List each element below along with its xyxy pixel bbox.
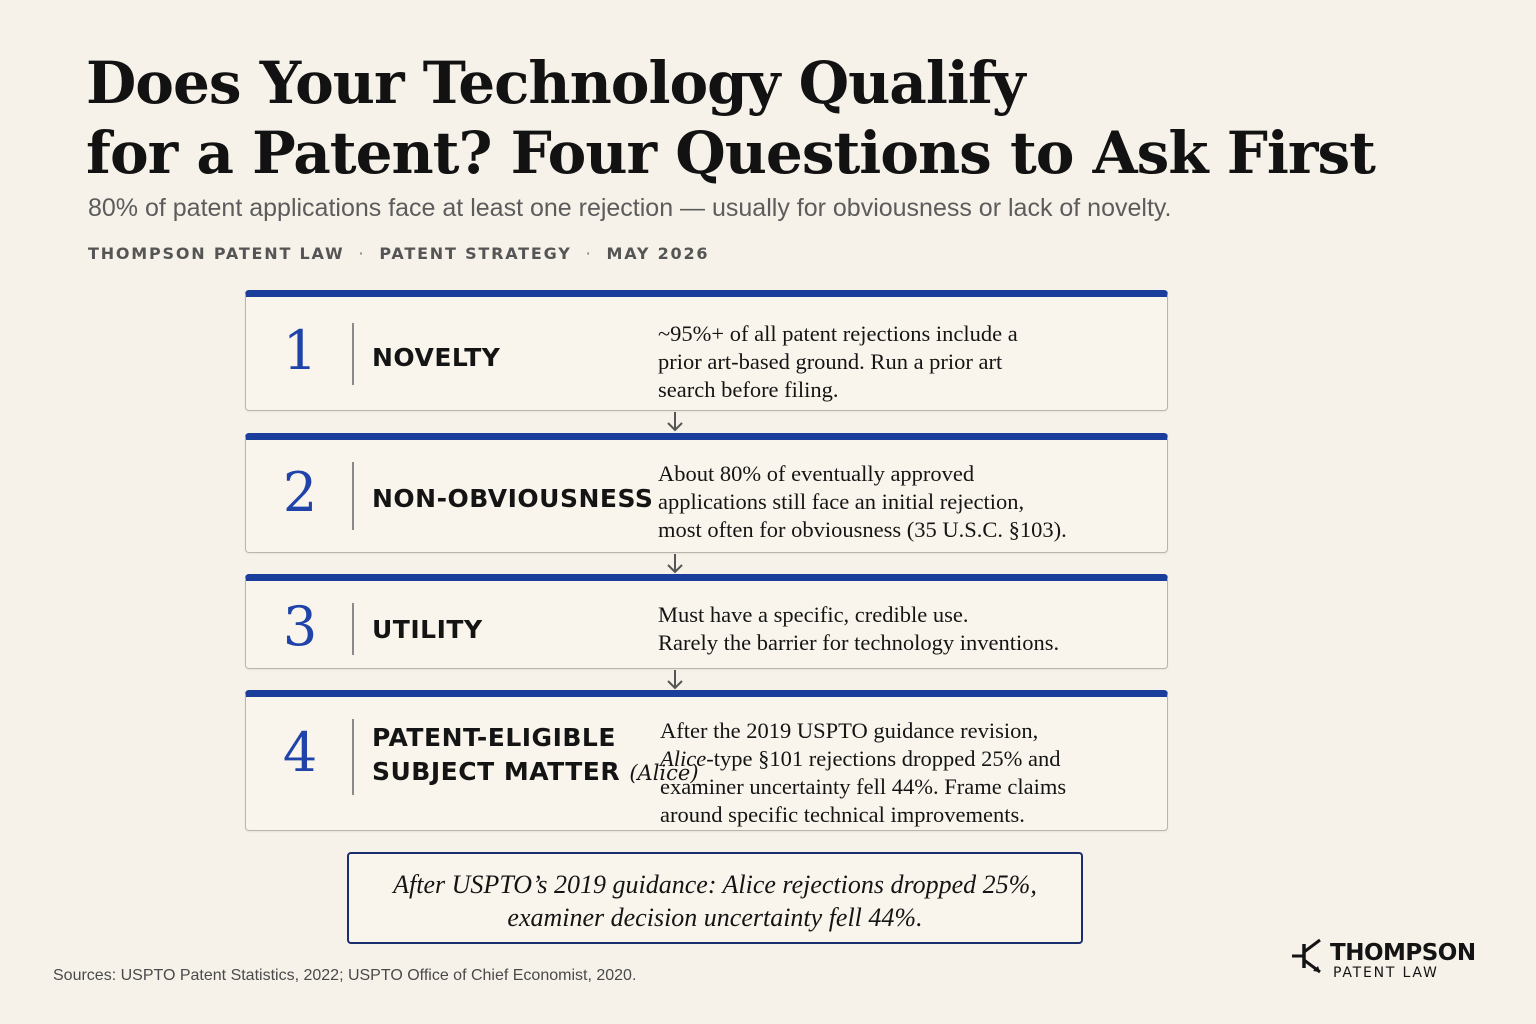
thompson-logo: THOMPSON PATENT LAW [1290,936,1490,992]
desc-line: around specific technical improvements. [660,802,1025,827]
down-arrow-icon [667,670,683,690]
step-number: 4 [282,721,318,784]
step-card-novelty: 1 NOVELTY ~95%+ of all patent rejections… [245,290,1168,411]
step-label-suffix: (Alice) [629,761,699,785]
step-label: NOVELTY [372,343,501,372]
page-title: Does Your Technology Qualify for a Paten… [86,48,1466,188]
desc-text: -type §101 rejections dropped 25% and [706,746,1061,771]
desc-line: Alice-type §101 rejections dropped 25% a… [660,745,1160,773]
byline: THOMPSON PATENT LAW · PATENT STRATEGY · … [88,244,709,263]
title-line-2: for a Patent? Four Questions to Ask Firs… [86,119,1376,187]
desc-line: About 80% of eventually approved [658,461,975,486]
down-arrow-icon [667,554,683,574]
desc-italic-term: Alice [660,746,707,771]
desc-line: Must have a specific, credible use. [658,602,969,627]
desc-line: After the 2019 USPTO guidance revision, [660,718,1039,743]
callout-line-1: After USPTO’s 2019 guidance: Alice rejec… [393,870,1037,899]
byline-category: PATENT STRATEGY [379,244,572,263]
byline-separator: · [358,244,366,263]
step-description: Must have a specific, credible use. Rare… [658,601,1158,657]
desc-line: Rarely the barrier for technology invent… [658,630,1060,655]
logo-name: THOMPSON [1330,940,1476,966]
step-label: PATENT-ELIGIBLE SUBJECT MATTER (Alice) [372,721,699,790]
step-label-line-2: SUBJECT MATTER (Alice) [372,755,699,790]
divider [352,462,354,530]
circuit-transistor-icon [1292,938,1321,974]
desc-line: search before filing. [658,377,839,402]
byline-date: MAY 2026 [606,244,710,263]
desc-line: prior art-based ground. Run a prior art [658,349,1003,374]
byline-publisher: THOMPSON PATENT LAW [88,244,345,263]
step-description: About 80% of eventually approved applica… [658,460,1158,544]
step-card-utility: 3 UTILITY Must have a specific, credible… [245,574,1168,669]
desc-line: ~95%+ of all patent rejections include a [658,321,1018,346]
summary-callout: After USPTO’s 2019 guidance: Alice rejec… [347,852,1083,944]
logo-subtitle: PATENT LAW [1333,965,1439,981]
divider [352,603,354,655]
step-description: After the 2019 USPTO guidance revision, … [660,717,1160,829]
step-number: 2 [282,461,318,524]
step-label: UTILITY [372,615,483,644]
divider [352,719,354,795]
down-arrow-icon [667,412,683,432]
divider [352,323,354,385]
step-label-text: SUBJECT MATTER [372,757,621,786]
sources-note: Sources: USPTO Patent Statistics, 2022; … [53,967,637,984]
byline-separator: · [585,244,593,263]
page-subtitle: 80% of patent applications face at least… [88,194,1172,222]
desc-line: most often for obviousness (35 U.S.C. §1… [658,517,1067,542]
step-description: ~95%+ of all patent rejections include a… [658,320,1158,404]
step-number: 1 [282,319,318,382]
step-card-non-obviousness: 2 NON-OBVIOUSNESS About 80% of eventuall… [245,433,1168,553]
step-card-patent-eligible-subject-matter: 4 PATENT-ELIGIBLE SUBJECT MATTER (Alice)… [245,690,1168,831]
step-label: NON-OBVIOUSNESS [372,484,654,513]
desc-line: examiner uncertainty fell 44%. Frame cla… [660,774,1067,799]
callout-line-2: examiner decision uncertainty fell 44%. [507,903,923,932]
step-number: 3 [282,595,318,658]
desc-line: applications still face an initial rejec… [658,489,1025,514]
step-label-line-1: PATENT-ELIGIBLE [372,723,616,752]
title-line-1: Does Your Technology Qualify [86,49,1026,117]
